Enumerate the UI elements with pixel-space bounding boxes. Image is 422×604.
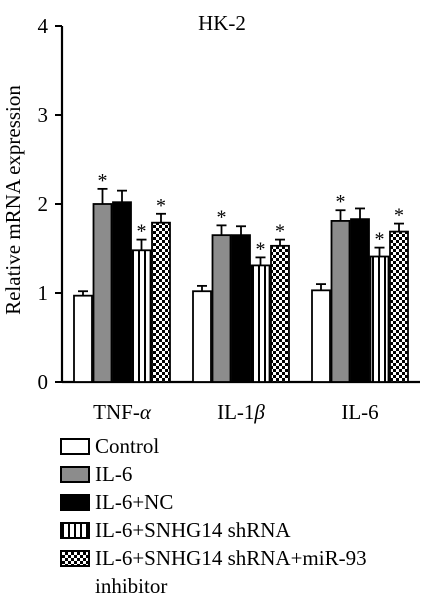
bar-3-4 <box>369 255 390 383</box>
bar-3-5 <box>389 230 409 383</box>
bar-3-2 <box>330 220 351 383</box>
significance-star-3-4: * <box>375 229 385 251</box>
legend-swatch-il6-nc <box>60 494 90 511</box>
bar-3-3 <box>350 218 370 383</box>
bar-2-2 <box>211 234 232 383</box>
legend-item-il6: IL-6 <box>60 460 420 488</box>
legend-label-il6-snhg14-shrna-mir93: IL-6+SNHG14 shRNA+miR-93 inhibitor <box>95 546 367 598</box>
y-tick-label-3: 3 <box>38 103 49 127</box>
legend-label-il6-nc: IL-6+NC <box>95 490 174 514</box>
bars: * * * * * * * * * <box>73 170 409 383</box>
significance-star-2-4: * <box>256 238 266 260</box>
y-tick-label-4: 4 <box>38 14 49 38</box>
y-tick-label-2: 2 <box>38 192 49 216</box>
legend-label-il6-snhg14-shrna: IL-6+SNHG14 shRNA <box>95 518 291 542</box>
y-axis-label: Relative mRNA expression <box>1 85 25 315</box>
significance-star-1-2: * <box>98 170 108 192</box>
bar-2-3 <box>231 234 251 383</box>
bar-2-4 <box>250 264 271 383</box>
y-tick-label-0: 0 <box>38 370 49 394</box>
significance-star-3-2: * <box>336 191 346 213</box>
legend-item-il6-nc: IL-6+NC <box>60 488 420 516</box>
significance-star-1-5: * <box>156 195 166 217</box>
significance-star-2-2: * <box>217 206 227 228</box>
significance-star-1-4: * <box>137 221 147 243</box>
legend-swatch-il6 <box>60 466 90 483</box>
bar-1-4 <box>131 249 152 383</box>
legend-label-control: Control <box>95 434 160 458</box>
bar-1-5 <box>151 221 171 383</box>
legend-swatch-control <box>60 438 90 455</box>
y-tick-label-1: 1 <box>38 281 49 305</box>
bar-chart: HK-2 Relative mRNA expression 0 1 2 3 4 TNF-α… <box>1 11 420 424</box>
bar-1-3 <box>112 201 132 383</box>
legend-swatch-il6-snhg14-shrna <box>60 522 90 539</box>
x-tick-label-2: IL-1β <box>217 400 265 424</box>
bar-2-5 <box>270 244 290 383</box>
legend-label-il6: IL-6 <box>95 462 133 486</box>
legend-item-il6-snhg14-shrna-mir93: IL-6+SNHG14 shRNA+miR-93 inhibitor <box>60 544 420 604</box>
bar-2-1 <box>192 290 212 383</box>
significance-star-2-5: * <box>275 221 285 243</box>
significance-star-3-5: * <box>394 205 404 227</box>
bar-1-1 <box>73 294 93 383</box>
chart-title: HK-2 <box>198 11 246 35</box>
legend: Control IL-6 IL-6+NC IL-6+SNHG14 shRNA I… <box>60 432 420 604</box>
bar-1-2 <box>92 203 113 383</box>
legend-item-il6-snhg14-shrna: IL-6+SNHG14 shRNA <box>60 516 420 544</box>
legend-item-control: Control <box>60 432 420 460</box>
legend-swatch-il6-snhg14-shrna-mir93 <box>60 550 90 567</box>
x-tick-label-3: IL-6 <box>341 400 378 424</box>
bar-3-1 <box>311 289 331 383</box>
x-tick-label-1: TNF-α <box>93 400 152 424</box>
